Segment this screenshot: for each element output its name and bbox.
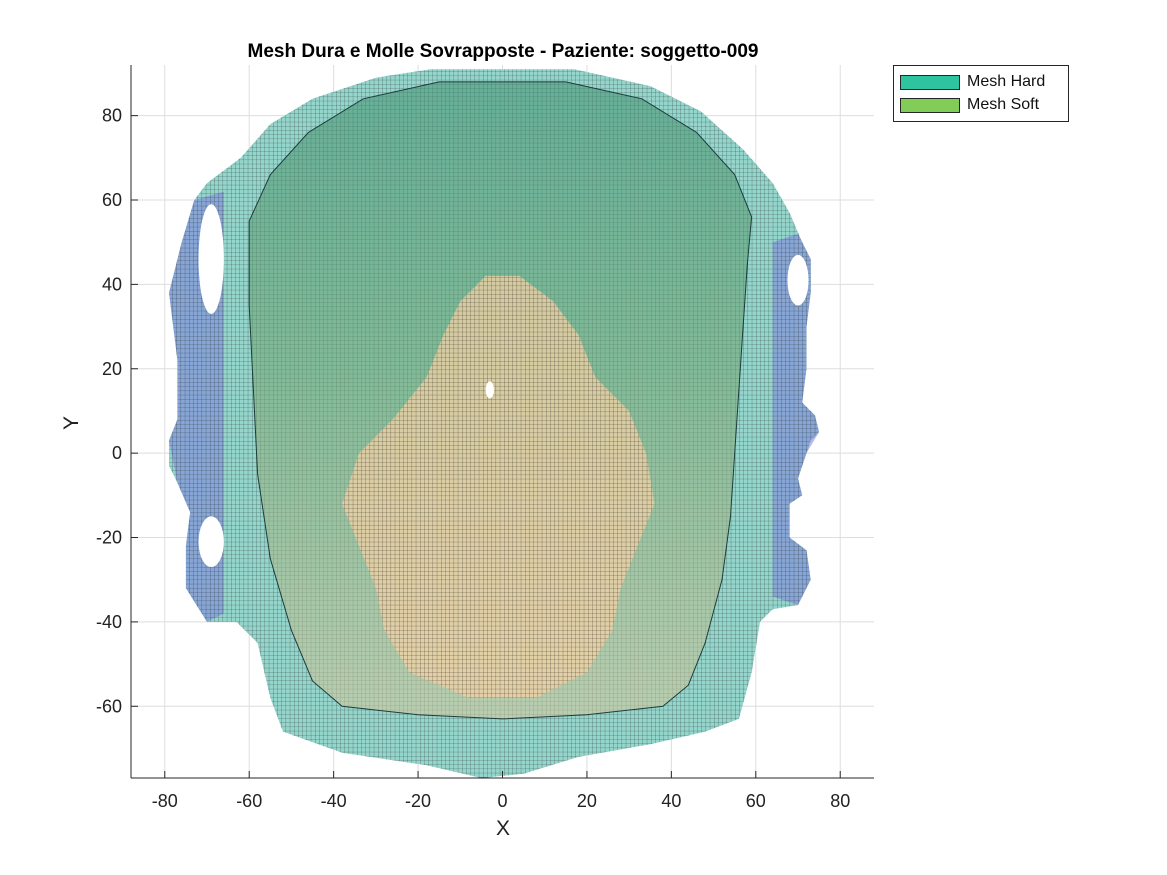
legend-swatch-mesh-soft bbox=[900, 97, 960, 113]
x-axis-label: X bbox=[496, 817, 510, 840]
legend-label-mesh-soft: Mesh Soft bbox=[967, 96, 1040, 113]
y-tick-label: 0 bbox=[112, 443, 122, 463]
mesh-holes bbox=[198, 204, 809, 568]
legend-swatch-mesh-hard bbox=[900, 74, 960, 90]
x-tick-label: -40 bbox=[321, 791, 347, 811]
x-tick-label: -80 bbox=[152, 791, 178, 811]
x-tick-label: 60 bbox=[746, 791, 766, 811]
legend-label-mesh-hard: Mesh Hard bbox=[967, 73, 1046, 90]
mesh-center-grid bbox=[342, 275, 655, 698]
mesh-hole bbox=[787, 254, 809, 306]
legend-item-mesh-hard: Mesh Hard bbox=[900, 72, 1045, 92]
x-tick-label: -60 bbox=[236, 791, 262, 811]
y-tick-label: -20 bbox=[96, 528, 122, 548]
y-tick-label: 80 bbox=[102, 106, 122, 126]
axes bbox=[130, 65, 874, 779]
y-tick-label: -40 bbox=[96, 612, 122, 632]
y-tick-labels: -60 -40 -20 0 20 40 60 80 bbox=[96, 106, 122, 717]
mesh-layer bbox=[169, 69, 820, 778]
y-tick-label: 40 bbox=[102, 274, 122, 294]
mesh-hole bbox=[485, 381, 495, 399]
x-tick-label: 40 bbox=[661, 791, 681, 811]
legend: Mesh Hard Mesh Soft bbox=[893, 65, 1069, 122]
chart-title: Mesh Dura e Molle Sovrapposte - Paziente… bbox=[248, 41, 759, 62]
y-tick-label: 20 bbox=[102, 359, 122, 379]
mesh-hole bbox=[198, 204, 224, 314]
y-tick-label: 60 bbox=[102, 190, 122, 210]
y-axis-label: Y bbox=[60, 416, 83, 430]
x-tick-label: 0 bbox=[497, 791, 507, 811]
x-tick-labels: -80 -60 -40 -20 0 20 40 60 80 bbox=[152, 791, 850, 811]
x-tick-label: 80 bbox=[830, 791, 850, 811]
x-tick-label: -20 bbox=[405, 791, 431, 811]
x-tick-label: 20 bbox=[577, 791, 597, 811]
mesh-hole bbox=[198, 516, 224, 568]
legend-item-mesh-soft: Mesh Soft bbox=[900, 95, 1039, 115]
y-tick-label: -60 bbox=[96, 696, 122, 716]
